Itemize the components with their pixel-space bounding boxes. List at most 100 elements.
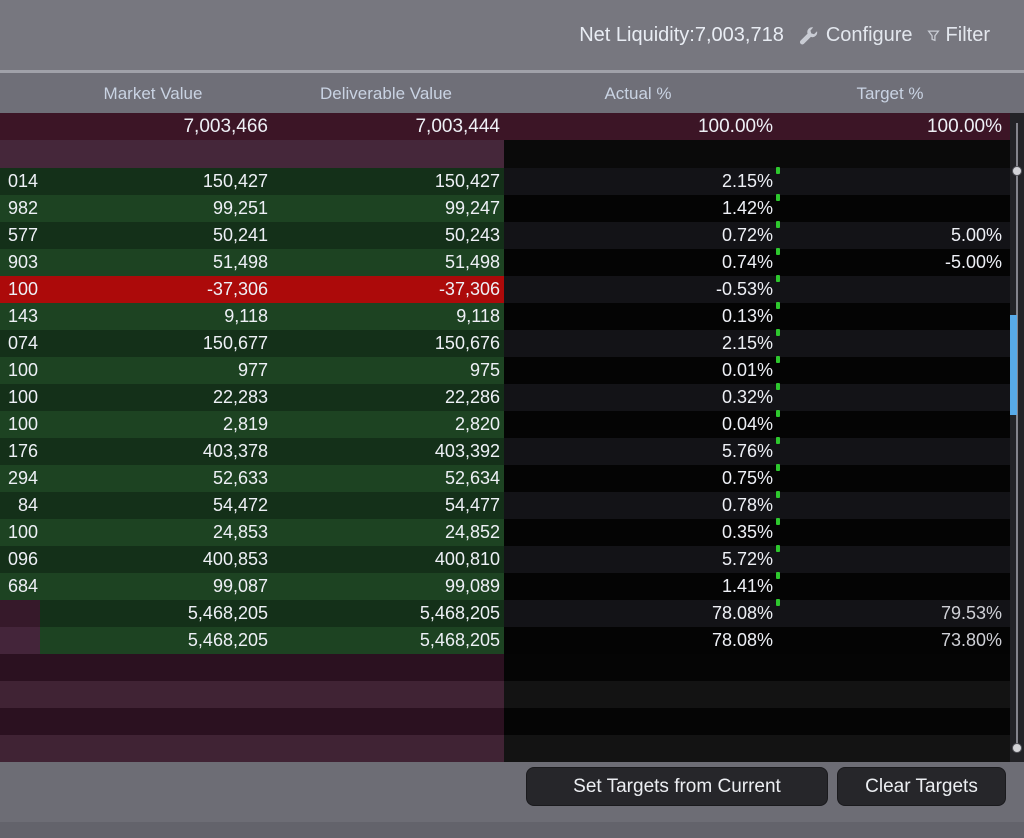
target-pct-cell[interactable] [800, 573, 1002, 600]
scrollbar-track[interactable] [1016, 123, 1018, 751]
target-pct-cell[interactable] [800, 411, 1002, 438]
row-right-bg [504, 465, 1010, 492]
scrollbar-up-knob[interactable] [1012, 166, 1022, 176]
empty-row [0, 654, 1010, 681]
cell-flag-icon [776, 410, 780, 417]
table-row[interactable]: 096 400,853 400,810 5.72% [0, 545, 1010, 573]
table-row[interactable]: 100 22,283 22,286 0.32% [0, 383, 1010, 411]
table-row[interactable]: 684 99,087 99,089 1.41% [0, 572, 1010, 600]
market-value-cell: 5,468,205 [187, 630, 268, 650]
deliverable-value-cell: 24,852 [444, 522, 500, 542]
column-header-actual-[interactable]: Actual % [604, 84, 672, 103]
spacer-right-bg [504, 140, 1010, 168]
cell-flag-icon [776, 302, 780, 309]
row-left-bg [0, 438, 504, 465]
target-pct-cell[interactable]: 73.80% [940, 630, 1002, 650]
table-row[interactable]: 143 9,118 9,118 0.13% [0, 302, 1010, 330]
target-pct-cell[interactable] [800, 168, 1002, 195]
actual-pct-cell: 0.72% [721, 225, 773, 245]
table-row[interactable]: 176 403,378 403,392 5.76% [0, 437, 1010, 465]
cell-flag-icon [776, 194, 780, 201]
top-toolbar: Net Liquidity: 7,003,718 Configure Filter [0, 0, 1024, 71]
market-value-cell: 9,118 [224, 306, 268, 326]
cell-flag-icon [776, 545, 780, 552]
table-row[interactable]: 982 99,251 99,247 1.42% [0, 194, 1010, 222]
row-left-bg [0, 519, 504, 546]
total-row[interactable]: 7,003,466 7,003,444 100.00% 100.00% [0, 113, 1010, 140]
deliverable-value-cell: 150,427 [434, 171, 500, 191]
row-right-bg [504, 519, 1010, 546]
summary-row[interactable]: 5,468,205 5,468,205 78.08% 73.80% [0, 627, 1010, 654]
target-pct-cell[interactable]: -5.00% [944, 252, 1002, 272]
target-pct-cell[interactable] [800, 195, 1002, 222]
clear-targets-button[interactable]: Clear Targets [838, 768, 1005, 805]
target-pct-cell[interactable] [800, 438, 1002, 465]
target-pct-cell[interactable] [800, 276, 1002, 303]
position-fragment-cell: 684 [7, 576, 38, 596]
actual-pct-cell: 0.32% [721, 387, 773, 407]
actual-pct-cell: 2.15% [721, 333, 773, 353]
wrench-icon [798, 25, 820, 47]
empty-row [0, 735, 1010, 762]
table-row[interactable]: 074 150,677 150,676 2.15% [0, 329, 1010, 357]
row-left-bg [0, 654, 504, 681]
position-fragment-cell: 100 [7, 522, 38, 542]
row-right-bg [504, 600, 1010, 627]
deliverable-value-cell: 22,286 [444, 387, 500, 407]
table-row[interactable]: 100 2,819 2,820 0.04% [0, 410, 1010, 438]
table-row[interactable]: 84 54,472 54,477 0.78% [0, 491, 1010, 519]
cell-flag-icon [776, 383, 780, 390]
table-row[interactable]: 100 -37,306 -37,306 -0.53% [0, 275, 1010, 303]
row-left-bg [0, 168, 504, 195]
deliverable-value-cell: 403,392 [434, 441, 500, 461]
row-left-bg [0, 330, 504, 357]
target-pct-cell[interactable]: 100.00% [926, 116, 1002, 137]
configure-button[interactable]: Configure [798, 24, 913, 47]
deliverable-value-cell: 52,634 [444, 468, 500, 488]
table-row[interactable]: 100 977 975 0.01% [0, 356, 1010, 384]
column-header-target-[interactable]: Target % [856, 84, 924, 103]
vertical-scrollbar[interactable] [1010, 113, 1024, 762]
table-row[interactable]: 100 24,853 24,852 0.35% [0, 518, 1010, 546]
target-pct-cell[interactable] [800, 330, 1002, 357]
actual-pct-cell: 5.72% [721, 549, 773, 569]
window-bottom-strip [0, 822, 1024, 838]
scrollbar-down-knob[interactable] [1012, 743, 1022, 753]
target-pct-cell[interactable] [800, 357, 1002, 384]
target-pct-cell[interactable] [800, 492, 1002, 519]
table-row[interactable]: 294 52,633 52,634 0.75% [0, 464, 1010, 492]
table-row[interactable]: 014 150,427 150,427 2.15% [0, 167, 1010, 195]
set-targets-from-current-button[interactable]: Set Targets from Current [527, 768, 827, 805]
row-left-bg [0, 492, 504, 519]
position-fragment-cell: 100 [7, 279, 38, 299]
row-right-bg [504, 303, 1010, 330]
deliverable-value-cell: 51,498 [444, 252, 500, 272]
target-pct-cell[interactable] [800, 384, 1002, 411]
filter-button[interactable]: Filter [926, 24, 990, 47]
actual-pct-cell: 5.76% [721, 441, 773, 461]
row-right-bg [504, 330, 1010, 357]
row-left-bg [0, 735, 504, 762]
toolbar-divider [0, 70, 1024, 73]
target-pct-cell[interactable] [800, 303, 1002, 330]
cell-flag-icon [776, 356, 780, 363]
row-left-bg [0, 411, 504, 438]
table-row[interactable]: 903 51,498 51,498 0.74% -5.00% [0, 248, 1010, 276]
target-pct-cell[interactable]: 79.53% [940, 603, 1002, 623]
summary-row[interactable]: 5,468,205 5,468,205 78.08% 79.53% [0, 599, 1010, 627]
column-header-deliverable-value[interactable]: Deliverable Value [320, 84, 452, 103]
row-left-bg [0, 249, 504, 276]
target-pct-cell[interactable] [800, 465, 1002, 492]
actual-pct-cell: 0.75% [721, 468, 773, 488]
row-right-bg [504, 276, 1010, 303]
market-value-cell: 99,251 [212, 198, 268, 218]
row-left-bg [0, 222, 504, 249]
deliverable-value-cell: 99,247 [444, 198, 500, 218]
portfolio-table: 7,003,466 7,003,444 100.00% 100.00% 014 150,4… [0, 113, 1024, 762]
actual-pct-cell: -0.53% [715, 279, 773, 299]
target-pct-cell[interactable] [800, 519, 1002, 546]
target-pct-cell[interactable] [800, 546, 1002, 573]
column-header-market-value[interactable]: Market Value [103, 84, 203, 103]
table-row[interactable]: 577 50,241 50,243 0.72% 5.00% [0, 221, 1010, 249]
target-pct-cell[interactable]: 5.00% [950, 225, 1002, 245]
